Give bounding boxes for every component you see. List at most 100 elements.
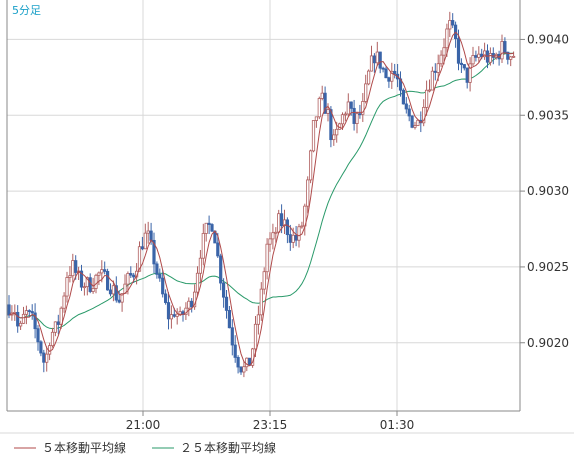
y-tick-label: 0.9025 <box>527 260 569 274</box>
candle-down <box>221 278 226 308</box>
candle-down <box>352 99 356 131</box>
candle-up <box>175 308 179 325</box>
candle-body <box>71 260 75 277</box>
x-tick-label: 23:15 <box>253 418 288 432</box>
candle-body <box>132 274 136 278</box>
candle-up <box>256 305 261 335</box>
candle-body <box>21 313 26 324</box>
candle-body <box>410 115 414 128</box>
candle-up <box>100 260 104 283</box>
candle-body <box>474 55 478 58</box>
candle-body <box>375 51 379 64</box>
y-tick-label: 0.9030 <box>527 184 569 198</box>
candle-up <box>187 297 191 317</box>
candle-up <box>169 305 173 329</box>
legend-label: ５本移動平均線 <box>42 440 126 455</box>
candle-body <box>198 257 202 274</box>
candle-body <box>163 293 168 303</box>
candle-body <box>126 273 130 285</box>
candle-body <box>103 269 107 272</box>
candle-body <box>172 314 176 317</box>
candle-up <box>308 149 313 184</box>
candle-body <box>404 103 408 110</box>
timeframe-label: 5分足 <box>12 4 41 17</box>
candle-up <box>424 80 429 116</box>
candle-body <box>27 310 31 312</box>
candle-down <box>166 292 171 330</box>
candle-up <box>361 93 365 122</box>
candle-body <box>74 260 78 273</box>
candle-up <box>482 42 487 60</box>
candle-up <box>422 99 426 127</box>
candle-body <box>146 230 150 234</box>
candle-down <box>36 325 40 351</box>
candle-down <box>30 304 34 320</box>
candle-body <box>468 63 472 83</box>
candle-down <box>465 67 469 89</box>
y-tick-label: 0.9040 <box>527 32 569 46</box>
candle-body <box>308 150 313 181</box>
candle-body <box>401 89 406 105</box>
candle-up <box>68 266 72 283</box>
candle-body <box>36 328 40 343</box>
candle-body <box>62 295 66 309</box>
candle-up <box>375 41 379 66</box>
candle-body <box>155 263 159 275</box>
candle-down <box>384 66 388 79</box>
grid <box>7 0 520 411</box>
candle-up <box>442 38 446 65</box>
candle-body <box>233 344 237 358</box>
candle-body <box>355 113 359 124</box>
candle-body <box>82 286 86 289</box>
candle-up <box>137 241 142 272</box>
candle-down <box>210 223 214 232</box>
candle-down <box>33 303 37 339</box>
candle-up <box>274 227 278 243</box>
candle-body <box>416 119 420 126</box>
candle-down <box>387 76 391 88</box>
candle-body <box>364 83 368 102</box>
candle-down <box>56 314 60 335</box>
candle-down <box>433 63 437 81</box>
candle-body <box>94 274 98 289</box>
candle-down <box>190 298 194 313</box>
candle-body <box>436 63 440 73</box>
candle-up <box>471 46 475 67</box>
candle-body <box>190 300 194 308</box>
candle-body <box>430 70 435 91</box>
y-tick-label: 0.9020 <box>527 336 569 350</box>
candle-down <box>381 66 385 73</box>
candle-body <box>253 323 258 350</box>
candle-body <box>68 275 72 278</box>
candle-down <box>161 270 165 298</box>
candle-down <box>410 115 414 129</box>
candle-up <box>204 222 208 242</box>
candle-up <box>343 111 348 122</box>
candle-body <box>230 327 234 346</box>
candle-down <box>329 106 333 148</box>
candle-up <box>195 266 200 297</box>
candle-up <box>71 253 75 283</box>
candle-body <box>259 288 263 316</box>
candle-down <box>462 64 466 71</box>
candle-body <box>366 70 371 85</box>
candle-down <box>224 290 229 319</box>
candle-body <box>288 234 292 243</box>
candle-body <box>343 113 348 116</box>
candle-down <box>108 283 113 297</box>
candle-up <box>448 11 452 38</box>
candle-body <box>358 113 362 116</box>
candle-body <box>129 273 133 276</box>
candle-up <box>488 47 493 66</box>
ma5-line <box>8 31 514 367</box>
candle-up <box>468 57 472 92</box>
candle-body <box>427 89 432 92</box>
candle-body <box>175 313 179 317</box>
candle-body <box>306 179 310 207</box>
candle-body <box>291 234 295 243</box>
candle-down <box>459 58 464 73</box>
candle-body <box>114 285 118 301</box>
candle-body <box>277 213 281 233</box>
candle-body <box>465 67 469 83</box>
candle-body <box>369 55 374 72</box>
